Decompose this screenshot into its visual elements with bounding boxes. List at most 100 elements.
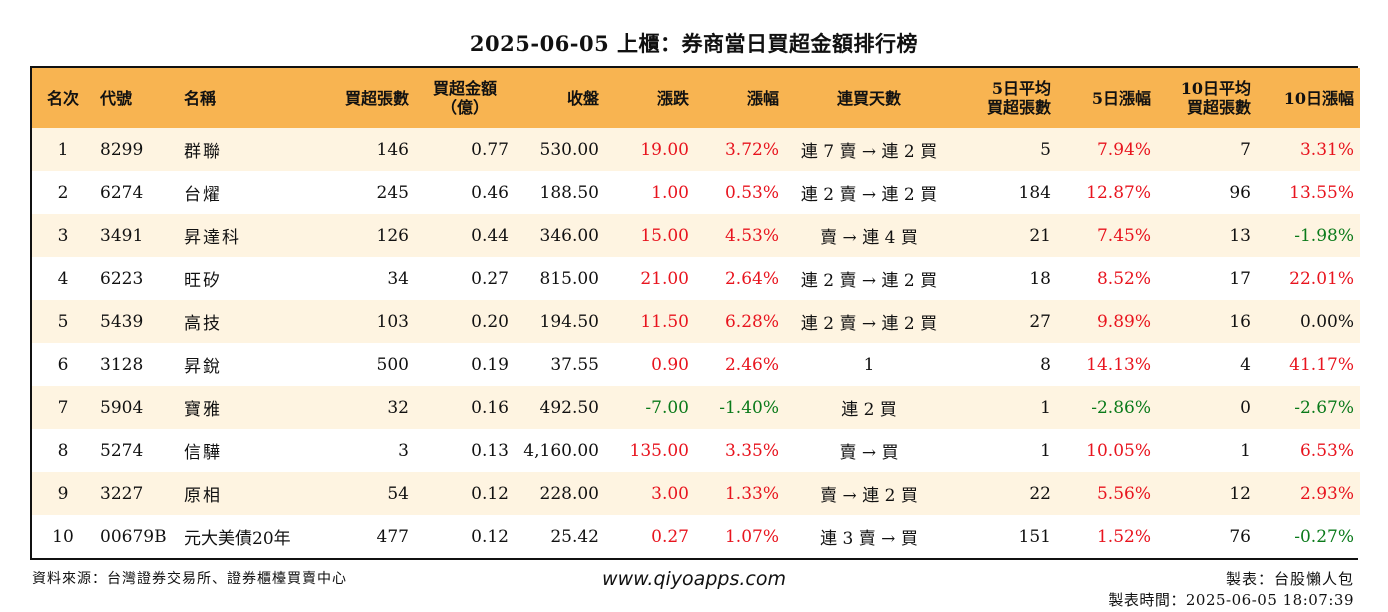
cell-pct: 2.64%: [724, 268, 779, 289]
cell-pct5: 5.56%: [1096, 483, 1151, 504]
cell-rank: 8: [57, 440, 69, 461]
cell-code: 6223: [100, 268, 144, 289]
table-row: 6 3128 昇銳 500 0.19 37.55 0.90 2.46% 1 8 …: [32, 343, 1360, 386]
cell-code: 3491: [100, 225, 144, 246]
cell-pct5: 7.45%: [1096, 225, 1151, 246]
cell-close: 37.55: [550, 354, 599, 375]
header-buy-amount: 買超金額 （億）: [415, 68, 515, 128]
cell-close: 188.50: [539, 182, 599, 203]
cell-avg10: 4: [1240, 354, 1251, 375]
cell-avg10: 7: [1240, 139, 1251, 160]
cell-avg5: 27: [1029, 311, 1051, 332]
header-buy-amount-line2: （億）: [440, 98, 489, 117]
cell-close: 530.00: [539, 139, 599, 160]
cell-pct5: 8.52%: [1096, 268, 1151, 289]
cell-streak: 連 2 賣 → 連 2 買: [800, 185, 938, 205]
cell-avg10: 17: [1229, 268, 1251, 289]
cell-pct: 0.53%: [724, 182, 779, 203]
cell-buy-amount: 0.77: [471, 139, 509, 160]
cell-streak: 賣 → 連 4 買: [820, 228, 918, 248]
cell-change: 15.00: [640, 225, 689, 246]
cell-code: 5904: [100, 397, 144, 418]
cell-avg5: 151: [1018, 526, 1051, 547]
cell-streak: 連 7 賣 → 連 2 買: [800, 142, 938, 162]
table-header-row: 名次 代號 名稱 買超張數 買超金額 （億） 收盤 漲跌 漲幅 連買天數 5日平均…: [32, 68, 1360, 128]
cell-buy-lots: 477: [376, 526, 409, 547]
cell-close: 228.00: [539, 483, 599, 504]
cell-rank: 7: [57, 397, 69, 418]
cell-change: 135.00: [629, 440, 689, 461]
cell-close: 4,160.00: [523, 440, 599, 461]
cell-pct10: -0.27%: [1294, 526, 1354, 547]
cell-buy-amount: 0.12: [471, 483, 509, 504]
cell-streak: 連 3 賣 → 買: [820, 529, 918, 549]
cell-buy-amount: 0.44: [471, 225, 509, 246]
cell-code: 3128: [100, 354, 144, 375]
header-buy-amount-line1: 買超金額: [432, 79, 497, 98]
cell-pct: 6.28%: [724, 311, 779, 332]
header-avg5-line2: 買超張數: [986, 98, 1051, 117]
cell-avg10: 13: [1229, 225, 1251, 246]
cell-change: 1.00: [651, 182, 689, 203]
cell-avg5: 1: [1040, 397, 1051, 418]
cell-pct10: 13.55%: [1289, 182, 1354, 203]
cell-buy-lots: 103: [376, 311, 409, 332]
header-code: 代號: [100, 88, 133, 108]
cell-pct: 3.72%: [724, 139, 779, 160]
header-pct10: 10日漲幅: [1283, 88, 1354, 108]
cell-streak: 賣 → 買: [839, 443, 899, 463]
cell-buy-amount: 0.27: [471, 268, 509, 289]
cell-avg10: 1: [1240, 440, 1251, 461]
cell-pct5: 14.13%: [1086, 354, 1151, 375]
header-rank: 名次: [46, 88, 79, 108]
cell-streak: 連 2 買: [841, 400, 897, 420]
cell-rank: 9: [57, 483, 69, 504]
cell-pct5: 1.52%: [1096, 526, 1151, 547]
created-timestamp: 製表時間：2025-06-05 18:07:39: [1108, 591, 1354, 609]
cell-avg5: 18: [1029, 268, 1051, 289]
cell-avg5: 22: [1029, 483, 1051, 504]
cell-name: 旺矽: [184, 271, 222, 291]
table-row: 5 5439 高技 103 0.20 194.50 11.50 6.28% 連 …: [32, 300, 1360, 343]
cell-avg5: 184: [1018, 182, 1051, 203]
header-avg10: 10日平均 買超張數: [1157, 68, 1257, 128]
header-close: 收盤: [566, 88, 599, 108]
header-avg5-line1: 5日平均: [991, 79, 1051, 98]
cell-pct: 2.46%: [724, 354, 779, 375]
header-pct5: 5日漲幅: [1091, 88, 1151, 108]
header-buy-lots: 買超張數: [344, 88, 409, 108]
cell-avg5: 8: [1040, 354, 1051, 375]
cell-rank: 10: [52, 526, 74, 547]
author-credit: 製表：台股懶人包: [1225, 570, 1354, 588]
cell-rank: 1: [57, 139, 69, 160]
table-row: 9 3227 原相 54 0.12 228.00 3.00 1.33% 賣 → …: [32, 472, 1360, 515]
cell-code: 6274: [100, 182, 144, 203]
header-streak: 連買天數: [836, 88, 901, 108]
cell-name: 台燿: [184, 185, 222, 205]
cell-code: 8299: [100, 139, 144, 160]
cell-pct10: 6.53%: [1299, 440, 1354, 461]
cell-pct10: 3.31%: [1299, 139, 1354, 160]
table-row: 2 6274 台燿 245 0.46 188.50 1.00 0.53% 連 2…: [32, 171, 1360, 214]
cell-buy-lots: 34: [387, 268, 409, 289]
header-avg10-line1: 10日平均: [1180, 79, 1251, 98]
header-change: 漲跌: [656, 88, 689, 108]
cell-change: 3.00: [651, 483, 689, 504]
table-row: 10 00679B 元大美債20年 477 0.12 25.42 0.27 1.…: [32, 515, 1360, 558]
cell-name: 高技: [184, 314, 222, 334]
cell-rank: 3: [57, 225, 69, 246]
cell-streak: 1: [863, 354, 875, 375]
cell-rank: 4: [57, 268, 69, 289]
cell-pct: 1.07%: [724, 526, 779, 547]
table-row: 7 5904 寶雅 32 0.16 492.50 -7.00 -1.40% 連 …: [32, 386, 1360, 429]
cell-avg5: 5: [1040, 139, 1051, 160]
data-source-note: 資料來源：台灣證券交易所、證券櫃檯買賣中心: [32, 571, 347, 587]
cell-pct10: 0.00%: [1299, 311, 1354, 332]
cell-name: 群聯: [184, 142, 222, 162]
cell-code: 5274: [100, 440, 144, 461]
cell-close: 25.42: [550, 526, 599, 547]
cell-buy-lots: 3: [398, 440, 409, 461]
cell-avg10: 96: [1229, 182, 1251, 203]
cell-avg10: 76: [1229, 526, 1251, 547]
cell-name: 元大美債20年: [184, 529, 291, 549]
